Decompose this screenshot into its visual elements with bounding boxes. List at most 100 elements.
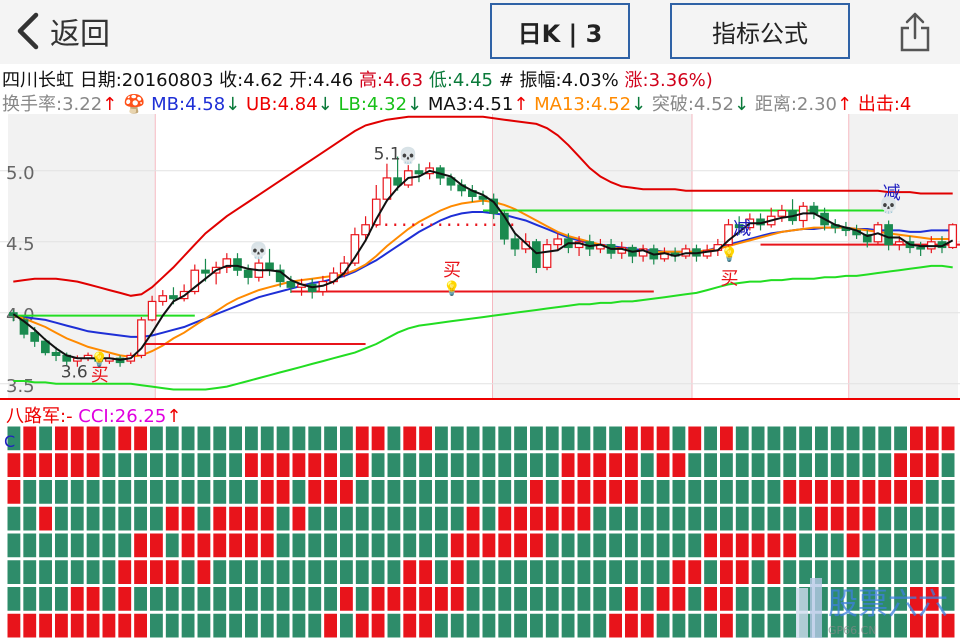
cci-grid-cell	[292, 480, 306, 504]
cci-grid-cell	[181, 533, 195, 558]
y-tick-label: 3.5	[6, 376, 35, 397]
cci-grid-cell	[640, 453, 654, 477]
cci-grid-cell	[625, 453, 638, 477]
cci-grid-cell	[134, 506, 147, 531]
cci-grid-cell	[466, 560, 480, 584]
candle-body	[724, 224, 733, 246]
cci-grid-cell	[102, 426, 116, 451]
cci-grid-cell	[815, 533, 828, 558]
candlestick-chart[interactable]: 5.04.54.03.55.13.6买买买买减减💀💀💀💡💡💡💡	[0, 114, 960, 398]
cci-grid-cell	[276, 426, 290, 451]
mb-value: MB:4.58	[151, 94, 226, 115]
back-button[interactable]: 返回	[14, 8, 110, 54]
cci-grid-cell	[862, 587, 876, 611]
cci-grid-cell	[229, 453, 242, 477]
candle-body	[414, 170, 424, 175]
cci-grid-cell	[910, 426, 923, 451]
cci-grid-cell	[435, 506, 448, 531]
cci-grid-cell	[39, 533, 52, 558]
cci-grid-cell	[704, 560, 717, 584]
cci-grid-cell	[197, 533, 211, 558]
cci-grid-cell	[39, 613, 52, 638]
cci-grid-cell	[340, 587, 353, 611]
cci-grid-cell	[561, 533, 575, 558]
cci-grid-cell	[688, 426, 702, 451]
cci-grid-cell	[640, 533, 654, 558]
cci-grid-cell	[577, 613, 591, 638]
cci-grid-cell	[545, 613, 559, 638]
cci-grid-cell	[640, 480, 654, 504]
cci-grid-cell	[545, 533, 559, 558]
cci-grid-cell	[925, 506, 939, 531]
cci-grid-cell	[688, 533, 702, 558]
cci-grid-cell	[102, 613, 116, 638]
cci-grid-cell	[799, 533, 812, 558]
cci-grid-cell	[308, 533, 322, 558]
cci-grid-cell	[593, 453, 607, 477]
cci-grid-cell	[102, 506, 116, 531]
cci-grid-cell	[466, 480, 480, 504]
cci-grid-cell	[783, 613, 797, 638]
cci-grid-cell	[783, 506, 797, 531]
cci-grid-cell	[688, 587, 702, 611]
cci-grid-cell	[751, 533, 765, 558]
cci-grid-cell	[482, 506, 496, 531]
cci-grid-cell	[941, 587, 955, 611]
cci-grid-cell	[878, 560, 892, 584]
candle-body	[350, 234, 360, 264]
kline-period-button[interactable]: 日K | 3	[490, 3, 630, 59]
cci-grid-cell	[830, 426, 844, 451]
cci-grid-cell	[609, 533, 622, 558]
candle-body	[265, 262, 274, 271]
cci-grid-cell	[260, 480, 274, 504]
cci-grid-cell	[530, 426, 543, 451]
cci-grid-cell	[878, 533, 892, 558]
cci-grid-cell	[197, 453, 211, 477]
cci-grid-cell	[656, 533, 670, 558]
cci-grid-cell	[498, 560, 512, 584]
cci-grid-cell	[751, 506, 765, 531]
indicator-formula-button[interactable]: 指标公式	[670, 3, 850, 59]
cci-grid-panel[interactable]: C	[0, 398, 960, 642]
cci-grid-cell	[340, 560, 353, 584]
cci-grid-cell	[735, 453, 749, 477]
cci-grid-cell	[672, 560, 686, 584]
cci-grid-cell	[403, 533, 417, 558]
cci-grid-cell	[846, 613, 860, 638]
cci-grid-cell	[941, 506, 955, 531]
cci-grid-cell	[735, 613, 749, 638]
cci-grid-cell	[371, 480, 385, 504]
cci-grid-cell	[260, 506, 274, 531]
cci-grid-cell	[213, 453, 227, 477]
cci-grid-cell	[387, 613, 401, 638]
cci-grid-cell	[340, 453, 353, 477]
cci-grid-cell	[435, 560, 448, 584]
cci-grid-cell	[672, 613, 686, 638]
arrow-up-icon: ↑	[166, 406, 182, 427]
cci-grid-cell	[751, 426, 765, 451]
cci-grid-cell	[450, 560, 464, 584]
cci-grid-cell	[735, 587, 749, 611]
cci-grid-cell	[324, 426, 337, 451]
cci-grid-cell	[197, 587, 211, 611]
cci-grid-cell	[846, 533, 860, 558]
cci-grid-cell	[609, 560, 622, 584]
cci-grid-cell	[894, 506, 907, 531]
cci-grid-cell	[213, 533, 227, 558]
cci-grid-cell	[229, 613, 242, 638]
cci-grid-cell	[704, 533, 717, 558]
cci-grid-cell	[941, 480, 955, 504]
candle-body	[51, 351, 61, 356]
candle-body	[393, 177, 402, 186]
cci-grid-cell	[355, 453, 369, 477]
cci-grid-cell	[751, 587, 765, 611]
arrow-down-icon: ↓	[225, 94, 241, 115]
cci-grid-cell	[340, 533, 353, 558]
cci-grid-cell	[355, 587, 369, 611]
lb-line	[13, 264, 953, 391]
share-icon[interactable]	[897, 10, 933, 54]
cci-grid-cell	[118, 480, 132, 504]
cci-grid-cell	[276, 480, 290, 504]
cci-grid-cell	[308, 480, 322, 504]
cci-grid-cell	[894, 453, 907, 477]
